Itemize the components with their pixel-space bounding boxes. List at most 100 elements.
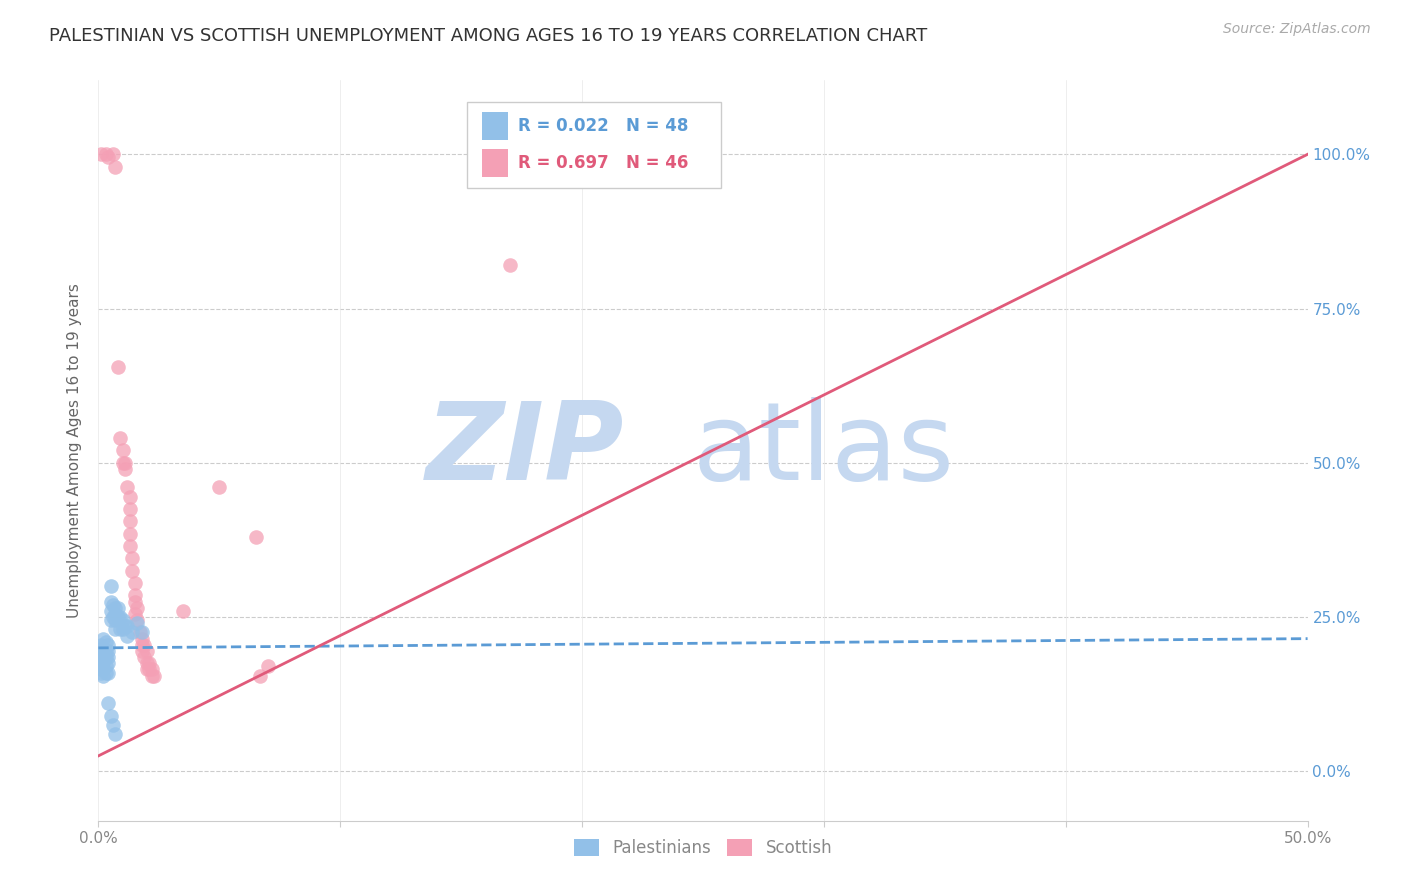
Point bbox=[104, 160, 127, 174]
Point bbox=[118, 515, 141, 529]
Point bbox=[135, 644, 157, 658]
Point bbox=[117, 629, 139, 643]
Point bbox=[101, 718, 124, 732]
Point bbox=[114, 462, 136, 476]
Point bbox=[104, 613, 127, 627]
Text: R = 0.022   N = 48: R = 0.022 N = 48 bbox=[517, 117, 689, 136]
Point bbox=[94, 634, 117, 648]
Point bbox=[108, 610, 131, 624]
Text: ZIP: ZIP bbox=[426, 398, 624, 503]
Point bbox=[94, 650, 117, 665]
Point bbox=[117, 481, 139, 495]
Point bbox=[90, 147, 112, 161]
Point bbox=[127, 613, 149, 627]
Point bbox=[124, 576, 146, 591]
Point bbox=[118, 502, 141, 516]
Point bbox=[141, 668, 163, 682]
Point bbox=[121, 625, 143, 640]
Point bbox=[97, 150, 120, 164]
Point bbox=[118, 539, 141, 553]
Point bbox=[101, 147, 124, 161]
Point bbox=[131, 632, 153, 646]
Point bbox=[121, 551, 143, 566]
Point bbox=[131, 625, 153, 640]
Point bbox=[94, 644, 117, 658]
Point bbox=[100, 604, 122, 618]
Text: PALESTINIAN VS SCOTTISH UNEMPLOYMENT AMONG AGES 16 TO 19 YEARS CORRELATION CHART: PALESTINIAN VS SCOTTISH UNEMPLOYMENT AMO… bbox=[49, 27, 928, 45]
Text: Source: ZipAtlas.com: Source: ZipAtlas.com bbox=[1223, 22, 1371, 37]
Point bbox=[117, 619, 139, 633]
Point bbox=[111, 613, 134, 627]
Text: atlas: atlas bbox=[693, 398, 955, 503]
Point bbox=[90, 657, 112, 671]
Point bbox=[100, 579, 122, 593]
Point bbox=[100, 594, 122, 608]
Legend: Palestinians, Scottish: Palestinians, Scottish bbox=[567, 832, 839, 864]
Point bbox=[114, 456, 136, 470]
FancyBboxPatch shape bbox=[467, 103, 721, 187]
Point bbox=[135, 657, 157, 671]
Point bbox=[91, 640, 114, 655]
Point bbox=[256, 659, 278, 673]
Point bbox=[90, 663, 112, 677]
Point bbox=[91, 657, 114, 671]
Point bbox=[107, 600, 129, 615]
Point bbox=[104, 607, 127, 621]
Point bbox=[101, 610, 124, 624]
Point bbox=[619, 147, 641, 161]
Point bbox=[208, 481, 231, 495]
Point bbox=[134, 638, 156, 652]
Point bbox=[127, 600, 149, 615]
FancyBboxPatch shape bbox=[482, 112, 509, 140]
Point bbox=[141, 663, 163, 677]
Point bbox=[111, 456, 134, 470]
Point bbox=[131, 644, 153, 658]
Point bbox=[97, 638, 120, 652]
Point bbox=[111, 443, 134, 458]
Point bbox=[114, 619, 136, 633]
Point bbox=[97, 650, 120, 665]
Point bbox=[121, 564, 143, 578]
Point bbox=[97, 657, 120, 671]
Point bbox=[90, 650, 112, 665]
Point bbox=[124, 607, 146, 621]
Point bbox=[498, 259, 520, 273]
Point bbox=[97, 665, 120, 680]
Point bbox=[249, 668, 271, 682]
Point bbox=[108, 431, 131, 445]
Point bbox=[172, 604, 194, 618]
Point bbox=[101, 598, 124, 612]
FancyBboxPatch shape bbox=[482, 149, 509, 178]
Point bbox=[90, 638, 112, 652]
Point bbox=[118, 490, 141, 504]
Point bbox=[91, 632, 114, 646]
Point bbox=[104, 727, 127, 741]
Point bbox=[108, 623, 131, 637]
Point bbox=[245, 530, 267, 544]
Point bbox=[104, 600, 127, 615]
Point bbox=[97, 644, 120, 658]
Point bbox=[107, 360, 129, 375]
Point bbox=[131, 638, 153, 652]
Point bbox=[143, 668, 166, 682]
Point bbox=[100, 613, 122, 627]
Point bbox=[127, 616, 149, 631]
Point bbox=[94, 665, 117, 680]
Point bbox=[138, 663, 160, 677]
Point bbox=[100, 708, 122, 723]
Point bbox=[91, 650, 114, 665]
Point bbox=[124, 589, 146, 603]
Text: R = 0.697   N = 46: R = 0.697 N = 46 bbox=[517, 154, 689, 172]
Point bbox=[107, 610, 129, 624]
Y-axis label: Unemployment Among Ages 16 to 19 years: Unemployment Among Ages 16 to 19 years bbox=[67, 283, 83, 618]
Point bbox=[104, 623, 127, 637]
Point bbox=[138, 657, 160, 671]
Point bbox=[128, 625, 150, 640]
Point bbox=[90, 644, 112, 658]
Point bbox=[134, 650, 156, 665]
Point bbox=[91, 668, 114, 682]
Point bbox=[97, 697, 120, 711]
Point bbox=[94, 147, 117, 161]
Point bbox=[135, 663, 157, 677]
Point bbox=[124, 594, 146, 608]
